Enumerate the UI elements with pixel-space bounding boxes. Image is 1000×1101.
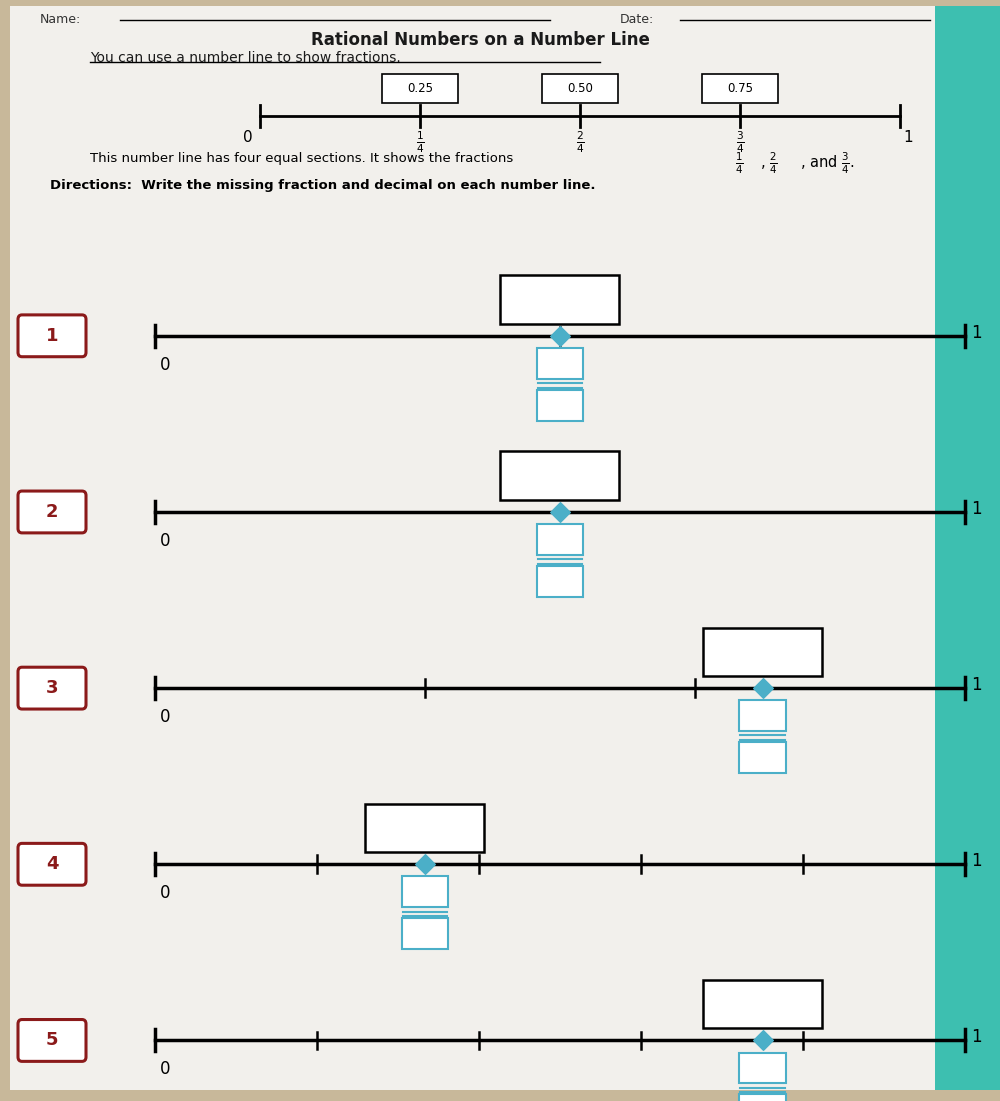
FancyBboxPatch shape: [703, 628, 822, 676]
FancyBboxPatch shape: [18, 843, 86, 885]
Text: 1: 1: [903, 130, 913, 145]
FancyBboxPatch shape: [739, 700, 786, 731]
Text: 1: 1: [971, 676, 982, 694]
Text: 1: 1: [46, 327, 58, 345]
Text: 0: 0: [160, 356, 170, 373]
Text: 1: 1: [971, 324, 982, 341]
FancyBboxPatch shape: [542, 74, 618, 103]
Point: [417, 855, 433, 873]
FancyBboxPatch shape: [537, 390, 583, 421]
FancyBboxPatch shape: [10, 6, 940, 1090]
Text: 0.50: 0.50: [567, 83, 593, 95]
Text: 0.25: 0.25: [407, 83, 433, 95]
FancyBboxPatch shape: [18, 667, 86, 709]
Text: 2: 2: [46, 503, 58, 521]
FancyBboxPatch shape: [500, 275, 619, 324]
Text: Name:: Name:: [40, 13, 81, 26]
Text: 5: 5: [46, 1032, 58, 1049]
Text: $\frac{1}{4}$: $\frac{1}{4}$: [735, 151, 744, 176]
Text: 0: 0: [243, 130, 253, 145]
Text: 1: 1: [971, 500, 982, 517]
Text: 0: 0: [160, 708, 170, 726]
Point: [755, 679, 771, 697]
Text: 4: 4: [46, 855, 58, 873]
Text: , $\frac{2}{4}$: , $\frac{2}{4}$: [760, 151, 778, 176]
Text: 1: 1: [971, 852, 982, 870]
FancyBboxPatch shape: [365, 804, 484, 852]
FancyBboxPatch shape: [703, 980, 822, 1028]
FancyBboxPatch shape: [935, 6, 1000, 1090]
FancyBboxPatch shape: [500, 451, 619, 500]
FancyBboxPatch shape: [537, 524, 583, 555]
FancyBboxPatch shape: [537, 566, 583, 597]
FancyBboxPatch shape: [537, 348, 583, 379]
Text: You can use a number line to show fractions.: You can use a number line to show fracti…: [90, 51, 401, 65]
FancyBboxPatch shape: [739, 742, 786, 773]
FancyBboxPatch shape: [402, 876, 448, 907]
Text: $\frac{1}{4}$: $\frac{1}{4}$: [416, 130, 424, 155]
FancyBboxPatch shape: [702, 74, 778, 103]
Text: 1: 1: [971, 1028, 982, 1046]
FancyBboxPatch shape: [402, 918, 448, 949]
FancyBboxPatch shape: [382, 74, 458, 103]
Text: Date:: Date:: [620, 13, 654, 26]
Text: 0: 0: [160, 532, 170, 549]
Text: 0.75: 0.75: [727, 83, 753, 95]
FancyBboxPatch shape: [739, 1094, 786, 1101]
Text: 0: 0: [160, 884, 170, 902]
Text: , and $\frac{3}{4}$.: , and $\frac{3}{4}$.: [800, 151, 855, 176]
Text: $\frac{3}{4}$: $\frac{3}{4}$: [736, 130, 744, 155]
Point: [755, 1032, 771, 1049]
Text: 3: 3: [46, 679, 58, 697]
Point: [552, 327, 568, 345]
Text: Rational Numbers on a Number Line: Rational Numbers on a Number Line: [311, 31, 649, 48]
FancyBboxPatch shape: [739, 1053, 786, 1083]
Text: Directions:  Write the missing fraction and decimal on each number line.: Directions: Write the missing fraction a…: [50, 179, 596, 193]
Point: [552, 503, 568, 521]
FancyBboxPatch shape: [18, 491, 86, 533]
FancyBboxPatch shape: [18, 1020, 86, 1061]
Text: 0: 0: [160, 1060, 170, 1078]
Text: $\frac{2}{4}$: $\frac{2}{4}$: [576, 130, 584, 155]
FancyBboxPatch shape: [18, 315, 86, 357]
Text: This number line has four equal sections. It shows the fractions: This number line has four equal sections…: [90, 152, 513, 165]
